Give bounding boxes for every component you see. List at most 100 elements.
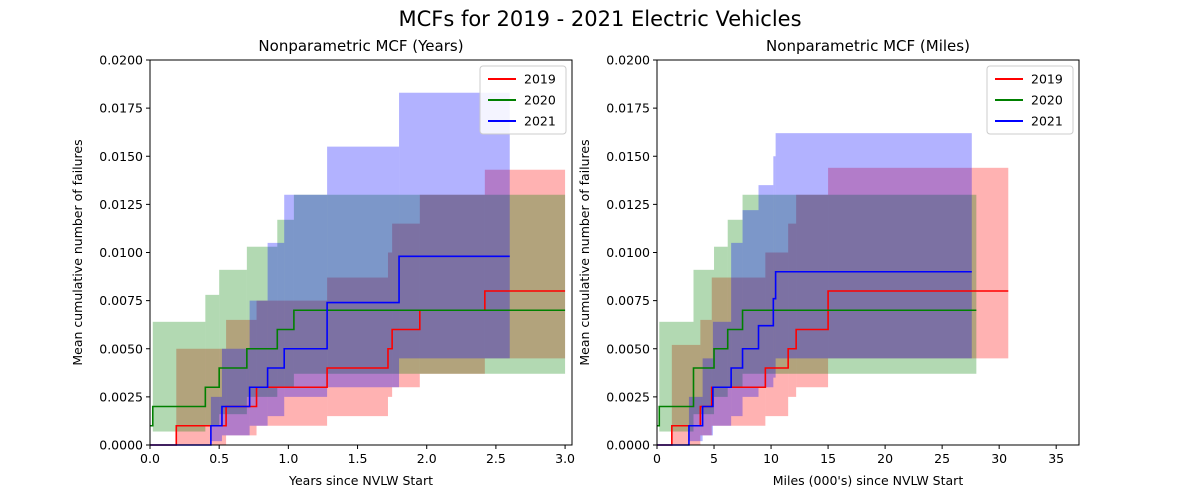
y-tick-label: 0.0050: [606, 341, 650, 356]
y-tick-label: 0.0175: [99, 101, 143, 116]
y-tick-label: 0.0075: [99, 293, 143, 308]
mcf-line-2020: [150, 309, 566, 427]
legend-label-2019: 2019: [524, 72, 556, 87]
y-tick-label: 0.0150: [606, 149, 650, 164]
y-tick-label: 0.0025: [99, 389, 143, 404]
y-axis-label-years: Mean cumulative number of failures: [70, 139, 85, 365]
x-tick-label: 15: [820, 451, 836, 466]
mcf-lines-miles: [657, 270, 1009, 446]
ci-band-2020: [727, 219, 743, 388]
y-tick-label: 0.0000: [99, 438, 143, 453]
x-tick-label: 3.0: [555, 451, 575, 466]
y-tick-label: 0.0125: [99, 197, 143, 212]
ci-band-2019: [256, 300, 328, 426]
x-tick-label: 35: [1048, 451, 1064, 466]
ci-band-2019: [796, 194, 829, 388]
ci-band-2019: [226, 319, 257, 436]
figure-suptitle: MCFs for 2019 - 2021 Electric Vehicles: [398, 7, 801, 31]
ci-band-2020: [205, 294, 220, 426]
legend-label-2020: 2020: [1031, 93, 1063, 108]
x-tick-label: 0: [653, 451, 661, 466]
legend-box: [479, 65, 567, 135]
ci-band-2021: [742, 210, 759, 397]
x-ticks-years: 0.0 0.5 1.0 1.5 2.0 2.5 3.0: [140, 445, 575, 466]
y-tick-label: 0.0025: [606, 389, 650, 404]
x-ticks-miles: 0 5 10 15 20 25 30 35: [653, 445, 1064, 466]
ci-band-2021: [688, 396, 703, 442]
ci-band-2020: [714, 246, 728, 397]
legend-label-2020: 2020: [524, 93, 556, 108]
y-tick-label: 0.0125: [606, 197, 650, 212]
ci-band-2019: [419, 194, 485, 374]
legend-miles: 2019 2020 2021: [986, 65, 1074, 135]
x-tick-label: 10: [763, 451, 779, 466]
legend-box: [986, 65, 1074, 135]
x-tick-label: 5: [710, 451, 718, 466]
ci-band-2020: [277, 219, 294, 388]
ci-band-2019: [484, 169, 566, 359]
mcf-line-2019: [657, 290, 1009, 446]
ci-band-2020: [246, 246, 278, 397]
y-tick-label: 0.0175: [606, 101, 650, 116]
ci-band-2021: [210, 396, 222, 442]
ci-band-2019: [765, 252, 789, 417]
x-tick-label: 30: [991, 451, 1007, 466]
ci-band-2020: [659, 321, 694, 432]
x-tick-label: 2.5: [486, 451, 506, 466]
y-tick-label: 0.0200: [606, 53, 650, 68]
ci-band-2021: [775, 133, 972, 359]
ci-band-2019: [327, 277, 388, 417]
ci-band-2021: [249, 300, 268, 426]
ci-band-2020: [152, 321, 206, 432]
mcf-line-2021: [150, 255, 510, 446]
ci-band-2020: [742, 194, 977, 374]
ci-band-2019: [176, 348, 227, 445]
mcf-line-2020: [657, 309, 977, 427]
mcf-line-2021: [657, 270, 972, 446]
ci-band-2019: [392, 223, 420, 388]
ci-band-2019: [700, 319, 712, 436]
legend-label-2019: 2019: [1031, 72, 1063, 87]
ci-band-2020: [219, 269, 247, 415]
ci-band-2019: [671, 344, 701, 445]
panel-years: 0.0 0.5 1.0 1.5 2.0 2.5 3.0 0.0000 0.0025 0.0050…: [70, 37, 575, 488]
x-tick-label: 2.0: [417, 451, 437, 466]
x-tick-label: 1.0: [278, 451, 298, 466]
x-tick-label: 1.5: [348, 451, 368, 466]
y-tick-label: 0.0075: [606, 293, 650, 308]
y-tick-label: 0.0150: [99, 149, 143, 164]
ci-band-2021: [773, 156, 776, 378]
legend-label-2021: 2021: [1031, 114, 1063, 129]
ci-band-2021: [327, 146, 400, 388]
panel-title-years: Nonparametric MCF (Years): [258, 37, 463, 55]
y-tick-label: 0.0100: [99, 245, 143, 260]
y-tick-label: 0.0100: [606, 245, 650, 260]
ci-band-2021: [267, 242, 285, 417]
ci-band-2021: [702, 358, 713, 436]
x-axis-label-miles: Miles (000's) since NVLW Start: [773, 473, 964, 488]
panel-miles: 0 5 10 15 20 25 30 35 0.00000.00250.00500.00750…: [577, 37, 1080, 488]
y-tick-label: 0.0000: [606, 438, 650, 453]
ci-band-2019: [828, 167, 1009, 359]
x-tick-label: 0.5: [209, 451, 229, 466]
ci-band-2021: [712, 321, 732, 426]
legend-label-2021: 2021: [524, 114, 556, 129]
y-tick-label: 0.0050: [99, 341, 143, 356]
ci-band-2021: [399, 92, 510, 359]
y-ticks-years: 0.0000 0.0025 0.0050 0.0075 0.0100 0.0125 0.01…: [99, 53, 150, 453]
mcf-lines-years: [150, 255, 566, 446]
ci-band-2020: [293, 194, 566, 374]
ci-band-2019: [387, 252, 393, 397]
y-axis-label-miles: Mean cumulative number of failures: [577, 139, 592, 365]
ci-bands-years: [152, 92, 566, 445]
y-ticks-miles: 0.0000 0.0025 0.0050 0.0075 0.0100 0.0125 0.01…: [606, 53, 657, 453]
legend-years: 2019 2020 2021: [479, 65, 567, 135]
ci-band-2021: [284, 194, 328, 397]
x-tick-label: 20: [877, 451, 893, 466]
ci-band-2021: [758, 185, 774, 388]
y-tick-label: 0.0200: [99, 53, 143, 68]
x-tick-label: 25: [934, 451, 950, 466]
ci-band-2019: [711, 277, 766, 426]
x-axis-label-years: Years since NVLW Start: [288, 473, 433, 488]
